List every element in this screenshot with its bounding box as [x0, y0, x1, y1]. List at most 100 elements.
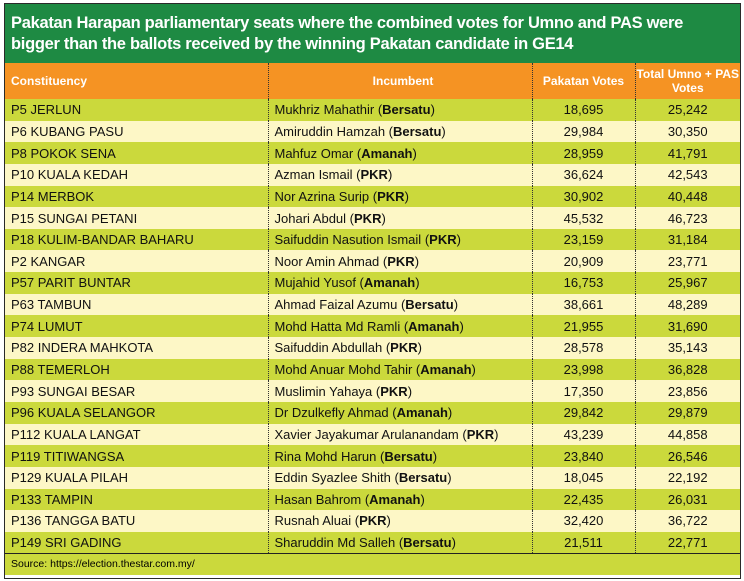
table-row: P133 TAMPIN Hasan Bahrom (Amanah) 22,435…: [5, 488, 740, 511]
constituency: P8 POKOK SENA: [5, 142, 268, 164]
incumbent: Eddin Syazlee Shith (Bersatu): [267, 466, 532, 489]
header-incumbent: Incumbent: [267, 63, 532, 99]
table-row: P149 SRI GADING Sharuddin Md Salleh (Ber…: [5, 531, 740, 554]
table-row: P112 KUALA LANGAT Xavier Jayakumar Arula…: [5, 423, 740, 446]
umno-pas-votes: 40,448: [634, 185, 740, 208]
constituency: P129 KUALA PILAH: [5, 466, 268, 489]
incumbent-name: Saifuddin Nasution Ismail: [274, 232, 422, 248]
party: PKR: [354, 210, 382, 226]
pakatan-votes: 45,532: [531, 207, 635, 229]
constituency: P93 SUNGAI BESAR: [5, 380, 268, 402]
incumbent: Muslimin Yahaya (PKR): [267, 380, 532, 402]
incumbent-name: Hasan Bahrom: [274, 491, 362, 507]
incumbent-name: Muslimin Yahaya: [274, 383, 373, 399]
constituency: P6 KUBANG PASU: [5, 120, 268, 143]
table-row: P8 POKOK SENA Mahfuz Omar (Amanah) 28,95…: [5, 142, 740, 164]
incumbent: Rina Mohd Harun (Bersatu): [267, 445, 532, 467]
umno-pas-votes: 31,690: [634, 315, 740, 338]
pakatan-votes: 17,350: [531, 380, 635, 402]
constituency: P82 INDERA MAHKOTA: [5, 337, 268, 359]
constituency: P136 TANGGA BATU: [5, 510, 268, 532]
incumbent: Hasan Bahrom (Amanah): [267, 488, 532, 511]
incumbent: Amiruddin Hamzah (Bersatu): [267, 120, 532, 143]
incumbent-name: Ahmad Faizal Azumu: [274, 297, 398, 313]
party: Amanah: [420, 362, 472, 377]
umno-pas-votes: 36,722: [634, 510, 740, 532]
incumbent-name: Mukhriz Mahathir: [274, 102, 375, 118]
party: PKR: [429, 232, 457, 248]
umno-pas-votes: 23,856: [634, 380, 740, 402]
pakatan-votes: 28,959: [531, 142, 635, 164]
constituency: P119 TITIWANGSA: [5, 445, 268, 467]
constituency: P88 TEMERLOH: [5, 358, 268, 381]
constituency: P96 KUALA SELANGOR: [5, 401, 268, 424]
umno-pas-votes: 23,771: [634, 250, 740, 273]
party: Amanah: [408, 318, 460, 334]
table-row: P2 KANGAR Noor Amin Ahmad (PKR) 20,909 2…: [5, 250, 740, 273]
pakatan-votes: 23,159: [531, 228, 635, 251]
pakatan-votes: 29,984: [531, 120, 635, 143]
constituency: P112 KUALA LANGAT: [5, 423, 268, 446]
umno-pas-votes: 25,967: [634, 272, 740, 294]
party: Bersatu: [393, 123, 442, 139]
header-constituency: Constituency: [5, 63, 268, 99]
incumbent: Noor Amin Ahmad (PKR): [267, 250, 532, 273]
incumbent-name: Saifuddin Abdullah: [274, 340, 383, 356]
header-pakatan-votes: Pakatan Votes: [531, 63, 635, 99]
party: PKR: [377, 188, 405, 204]
party: Bersatu: [382, 102, 431, 118]
pakatan-votes: 22,435: [531, 488, 635, 511]
header-row: Constituency Incumbent Pakatan Votes Tot…: [5, 63, 740, 99]
pakatan-votes: 28,578: [531, 337, 635, 359]
umno-pas-votes: 22,771: [634, 531, 740, 554]
incumbent: Johari Abdul (PKR): [267, 207, 532, 229]
party: Amanah: [363, 275, 416, 291]
pakatan-votes: 21,511: [531, 531, 635, 554]
incumbent-name: Johari Abdul: [274, 210, 347, 226]
umno-pas-votes: 26,546: [634, 445, 740, 467]
table-row: P5 JERLUN Mukhriz Mahathir (Bersatu) 18,…: [5, 99, 740, 121]
pakatan-votes: 16,753: [531, 272, 635, 294]
constituency: P57 PARIT BUNTAR: [5, 272, 268, 294]
table-row: P6 KUBANG PASU Amiruddin Hamzah (Bersatu…: [5, 120, 740, 143]
constituency: P18 KULIM-BANDAR BAHARU: [5, 228, 268, 251]
incumbent: Sharuddin Md Salleh (Bersatu): [267, 531, 532, 554]
incumbent-name: Eddin Syazlee Shith: [274, 470, 391, 486]
table-row: P136 TANGGA BATU Rusnah Aluai (PKR) 32,4…: [5, 510, 740, 532]
incumbent: Mahfuz Omar (Amanah): [267, 142, 532, 164]
table-row: P14 MERBOK Nor Azrina Surip (PKR) 30,902…: [5, 185, 740, 208]
pakatan-votes: 38,661: [531, 293, 635, 316]
incumbent-name: Amiruddin Hamzah: [274, 123, 386, 139]
pakatan-votes: 32,420: [531, 510, 635, 532]
constituency: P149 SRI GADING: [5, 531, 268, 554]
umno-pas-votes: 29,879: [634, 401, 740, 424]
party: PKR: [466, 426, 495, 442]
umno-pas-votes: 22,192: [634, 466, 740, 489]
umno-pas-votes: 42,543: [634, 163, 740, 186]
incumbent: Saifuddin Abdullah (PKR): [267, 337, 532, 359]
incumbent: Xavier Jayakumar Arulanandam (PKR): [267, 423, 532, 446]
incumbent: Dr Dzulkefly Ahmad (Amanah): [267, 401, 532, 424]
party: Amanah: [396, 405, 448, 421]
pakatan-votes: 30,902: [531, 185, 635, 208]
incumbent: Mohd Hatta Md Ramli (Amanah): [267, 315, 532, 338]
party: PKR: [360, 167, 388, 183]
header-total-umno-pas: Total Umno + PAS Votes: [634, 63, 740, 99]
umno-pas-votes: 25,242: [634, 99, 740, 121]
table-row: P74 LUMUT Mohd Hatta Md Ramli (Amanah) 2…: [5, 315, 740, 338]
constituency: P133 TAMPIN: [5, 488, 268, 511]
party: PKR: [359, 513, 387, 529]
umno-pas-votes: 26,031: [634, 488, 740, 511]
table-row: P57 PARIT BUNTAR Mujahid Yusof (Amanah) …: [5, 272, 740, 294]
pakatan-votes: 23,840: [531, 445, 635, 467]
pakatan-votes: 21,955: [531, 315, 635, 338]
incumbent-name: Rusnah Aluai: [274, 513, 352, 529]
incumbent: Azman Ismail (PKR): [267, 163, 532, 186]
pakatan-votes: 29,842: [531, 401, 635, 424]
incumbent-name: Mohd Hatta Md Ramli: [274, 318, 401, 334]
constituency: P15 SUNGAI PETANI: [5, 207, 268, 229]
seats-table: Constituency Incumbent Pakatan Votes Tot…: [5, 63, 740, 554]
table-row: P82 INDERA MAHKOTA Saifuddin Abdullah (P…: [5, 337, 740, 359]
table-row: P119 TITIWANGSA Rina Mohd Harun (Bersatu…: [5, 445, 740, 467]
umno-pas-votes: 44,858: [634, 423, 740, 446]
